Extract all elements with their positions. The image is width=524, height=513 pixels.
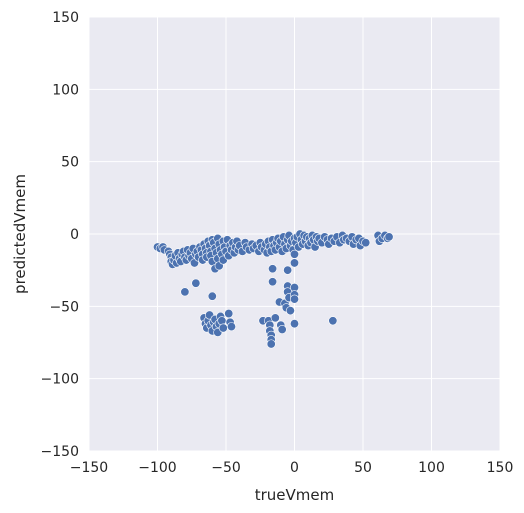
x-tick-label: −100 — [138, 460, 176, 476]
y-axis-label: predictedVmem — [11, 174, 29, 294]
data-point — [289, 294, 299, 304]
data-point — [268, 264, 278, 274]
data-point — [285, 306, 295, 316]
x-tick-label: 50 — [354, 460, 372, 476]
y-tick-label: −100 — [41, 372, 79, 388]
x-axis-label: trueVmem — [255, 486, 335, 504]
y-tick-label: 50 — [61, 155, 79, 171]
x-tick-labels: −150 −100 −50 0 50 100 150 — [70, 460, 514, 476]
y-tick-label: −50 — [49, 299, 79, 315]
data-point — [277, 324, 287, 334]
data-point — [217, 316, 227, 326]
data-point — [226, 322, 236, 332]
data-points — [153, 229, 394, 349]
data-point — [224, 309, 234, 319]
data-point — [218, 323, 228, 333]
y-tick-label: 100 — [52, 82, 79, 98]
y-tick-label: 150 — [52, 10, 79, 26]
data-point — [207, 291, 217, 301]
data-point — [283, 265, 293, 275]
x-tick-label: −50 — [211, 460, 241, 476]
x-tick-label: 100 — [418, 460, 445, 476]
data-point — [268, 277, 278, 287]
x-tick-label: 0 — [290, 460, 299, 476]
data-point — [270, 313, 280, 323]
y-tick-labels: −150 −100 −50 0 50 100 150 — [41, 10, 79, 460]
data-point — [266, 339, 276, 349]
data-point — [180, 287, 190, 297]
data-point — [384, 232, 394, 242]
x-tick-label: 150 — [487, 460, 514, 476]
data-point — [289, 258, 299, 268]
x-tick-label: −150 — [70, 460, 108, 476]
data-point — [191, 278, 201, 288]
data-point — [289, 319, 299, 329]
data-point — [328, 316, 338, 326]
y-tick-label: 0 — [70, 227, 79, 243]
y-tick-label: −150 — [41, 444, 79, 460]
data-point — [361, 238, 371, 248]
